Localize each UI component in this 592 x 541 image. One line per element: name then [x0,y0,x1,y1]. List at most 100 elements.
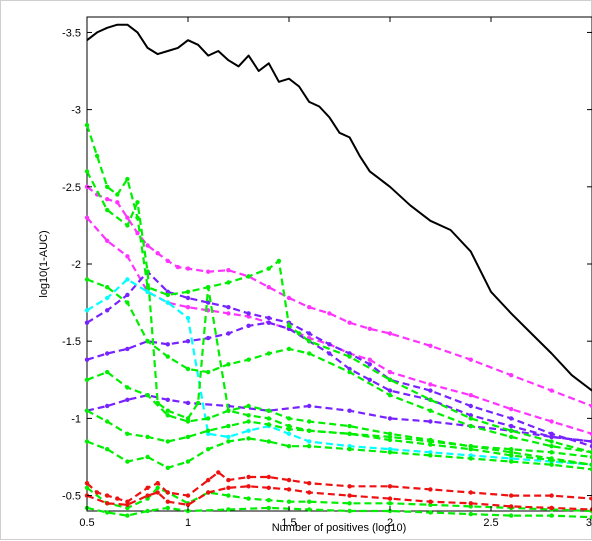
series-15-point [125,502,130,507]
series-9-point [549,444,554,449]
series-2-point [226,311,231,316]
series-15-point [549,505,554,511]
series-15-point [145,493,150,498]
series-12-point [84,439,90,444]
x-tick-label: 2.5 [483,517,498,529]
series-13-point [155,485,160,490]
series-line-5 [86,394,592,443]
series-15-point [347,493,352,498]
series-2-point [549,419,554,424]
series-5-point [125,397,130,402]
series-14-point [286,477,292,483]
series-1-point [125,215,130,220]
series-10-point [246,403,251,409]
series-7-point [135,215,140,220]
series-16-point [347,508,352,514]
series-14-point [216,470,221,475]
series-1-point [206,269,211,274]
series-14-point [185,493,191,498]
series-15-point [226,485,231,490]
series-4-point [367,377,372,382]
series-5-point [185,400,191,406]
series-9-point [387,393,393,398]
series-1-point [155,251,160,256]
series-15-point [105,501,110,506]
series-6-point [145,289,150,294]
series-15-point [246,484,251,489]
series-8-point [589,454,592,460]
series-15-point [509,504,514,509]
series-15-point [307,490,312,495]
series-12-point [428,453,433,458]
series-2-point [105,238,110,243]
series-3-point [185,295,191,301]
series-3-point [367,362,372,367]
series-8-point [195,400,201,406]
series-7-point [246,274,251,279]
series-1-point [468,357,473,362]
series-15-point [589,507,592,512]
series-8-point [135,200,140,205]
series-8-point [84,169,90,174]
series-9-point [84,277,90,282]
series-line-0 [86,23,592,392]
series-7-point [509,428,514,433]
series-3-point [226,305,231,310]
series-3-point [84,320,90,325]
series-12-point [206,447,211,452]
series-3-point [105,308,110,313]
series-2-point [387,369,393,375]
series-1-point [327,311,332,316]
series-6-point [165,300,170,305]
series-1-point [105,197,110,202]
series-14-point [226,477,231,483]
series-8-point [105,207,110,213]
y-axis-label: log10(1-AUC) [38,230,50,297]
series-15-point [286,487,292,492]
series-7-point [307,339,312,344]
series-6-point [84,308,90,313]
series-line-15 [86,485,592,511]
series-12-point [226,439,231,444]
series-14-point [387,484,393,489]
series-15-point [185,502,191,507]
series-1-point [266,285,271,290]
series-15-point [428,499,433,504]
series-12-point [105,447,110,452]
series-8-point [165,408,170,413]
series-11-point [468,447,473,452]
series-9-point [206,369,211,375]
series-4-point [206,335,211,341]
series-7-point [387,377,393,382]
series-9-point [347,369,352,375]
series-10-point [105,369,110,375]
series-14-point [307,481,312,486]
series-14-point [84,481,90,486]
series-7-point [266,266,271,271]
x-tick-label: 2 [387,517,393,529]
series-14-point [246,474,251,480]
series-4-point [105,351,110,356]
series-6-point [246,428,251,433]
series-11-point [509,453,514,458]
series-4-point [347,366,352,372]
series-9-point [165,354,170,359]
series-4-point [327,351,332,356]
series-11-point [226,423,231,429]
x-tick-label: 1.5 [281,517,296,529]
series-line-4 [86,321,592,443]
series-6-point [226,434,231,440]
series-10-point [206,416,211,421]
series-3-point [327,342,332,347]
series-13-point [428,502,433,507]
series-7-point [105,184,110,189]
series-11-point [307,428,312,433]
series-7-point [125,176,130,182]
series-9-point [226,362,231,367]
y-tick-label: -0.5 [62,491,81,503]
series-8-point [246,413,251,418]
series-16-point [589,515,592,520]
series-11-point [549,457,554,463]
series-7-point [165,292,170,298]
